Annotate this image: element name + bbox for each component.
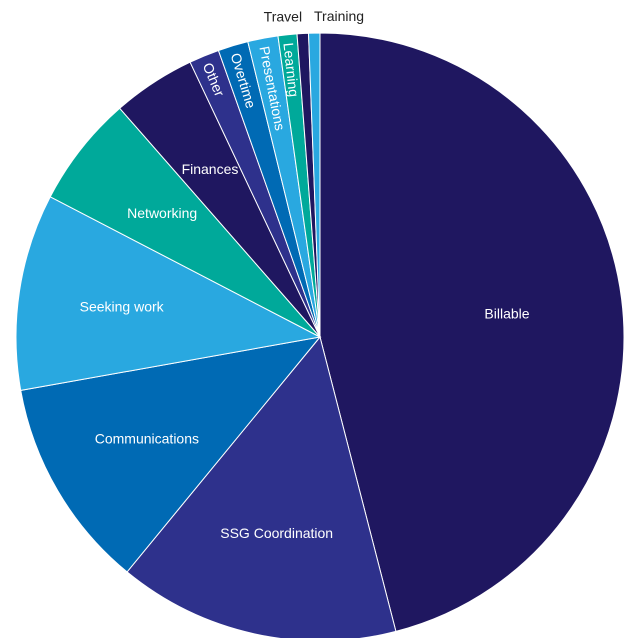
slice-label-finances: Finances	[182, 161, 239, 177]
slice-label-training: Training	[314, 8, 364, 24]
pie-slice-seeking-work	[15, 196, 322, 392]
pie-slice-billable	[319, 32, 625, 632]
slice-label-networking: Networking	[127, 205, 197, 221]
pie-slice-training	[307, 32, 321, 338]
slice-label-billable: Billable	[484, 305, 529, 321]
slice-label-ssg-coordination: SSG Coordination	[220, 525, 333, 541]
slice-label-communications: Communications	[95, 430, 199, 446]
pie-slices	[15, 32, 625, 638]
pie-labels: Billable SSG Coordination Communications Se…	[80, 8, 530, 541]
slice-label-seeking-work: Seeking work	[80, 299, 165, 315]
pie-slice-communications	[20, 336, 322, 573]
slice-label-learning: Learning	[280, 42, 302, 98]
slice-label-travel: Travel	[264, 9, 302, 25]
pie-slice-ssg-coordination	[126, 335, 397, 638]
